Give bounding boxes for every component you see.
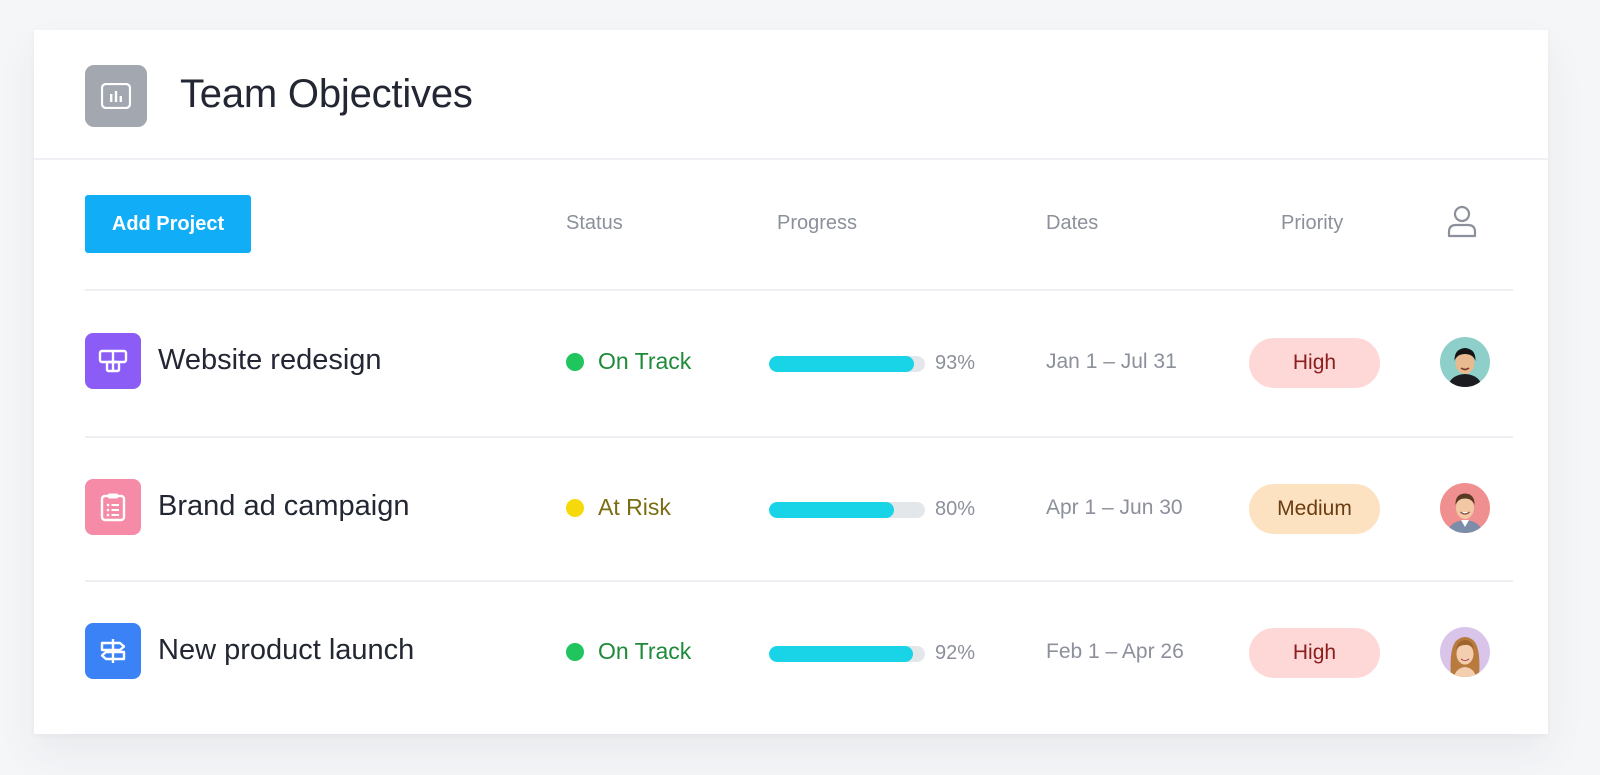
objectives-card: Team Objectives Add Project Status Progr… — [34, 30, 1548, 734]
layout-icon — [85, 333, 141, 389]
progress-bar — [769, 645, 925, 662]
date-range[interactable]: Feb 1 – Apr 26 — [1046, 640, 1184, 663]
add-project-button[interactable]: Add Project — [85, 195, 251, 253]
progress-bar — [769, 501, 925, 518]
project-list: Website redesign On Track 93% Jan 1 – Ju… — [34, 292, 1548, 724]
progress-percent: 92% — [935, 642, 976, 664]
status-dot — [566, 642, 584, 661]
table-row[interactable]: Website redesign On Track 93% Jan 1 – Ju… — [34, 292, 1548, 436]
progress-fill — [769, 501, 894, 518]
table-header: Add Project Status Progress Dates Priori… — [34, 160, 1548, 292]
card-header: Team Objectives — [34, 30, 1548, 160]
page-title: Team Objectives — [180, 72, 473, 116]
project-name[interactable]: New product launch — [158, 634, 415, 666]
avatar[interactable] — [1440, 627, 1490, 677]
progress-indicator: 80% — [769, 498, 975, 521]
progress-percent: 80% — [935, 498, 976, 520]
progress-percent: 93% — [935, 352, 976, 374]
header-divider — [85, 289, 1513, 291]
person-icon[interactable] — [1446, 204, 1478, 243]
clipboard-icon — [85, 479, 141, 535]
progress-indicator: 92% — [769, 642, 975, 665]
progress-fill — [769, 355, 915, 372]
date-range[interactable]: Apr 1 – Jun 30 — [1046, 496, 1183, 519]
project-name[interactable]: Brand ad campaign — [158, 490, 410, 522]
avatar[interactable] — [1440, 483, 1490, 533]
status-label: On Track — [598, 348, 692, 374]
status-dot — [566, 498, 584, 517]
progress-bar — [769, 355, 925, 372]
progress-fill — [769, 645, 913, 662]
priority-badge[interactable]: High — [1249, 628, 1380, 678]
project-name[interactable]: Website redesign — [158, 344, 382, 376]
table-row[interactable]: Brand ad campaign At Risk 80% Apr 1 – Ju… — [85, 436, 1513, 580]
signpost-icon — [85, 623, 141, 679]
status-indicator[interactable]: At Risk — [566, 494, 671, 521]
progress-indicator: 93% — [769, 352, 975, 375]
priority-badge[interactable]: Medium — [1249, 484, 1380, 534]
status-indicator[interactable]: On Track — [566, 638, 691, 665]
column-header-priority[interactable]: Priority — [1281, 212, 1344, 234]
priority-badge[interactable]: High — [1249, 338, 1380, 388]
status-label: At Risk — [598, 494, 671, 520]
column-header-status[interactable]: Status — [566, 212, 623, 234]
date-range[interactable]: Jan 1 – Jul 31 — [1046, 350, 1177, 373]
table-row[interactable]: New product launch On Track 92% Feb 1 – … — [85, 580, 1513, 724]
bar-chart-icon — [85, 65, 147, 127]
column-header-progress[interactable]: Progress — [777, 212, 858, 234]
avatar[interactable] — [1440, 337, 1490, 387]
status-label: On Track — [598, 638, 692, 664]
column-header-dates[interactable]: Dates — [1046, 212, 1099, 234]
status-indicator[interactable]: On Track — [566, 348, 691, 375]
status-dot — [566, 352, 584, 371]
